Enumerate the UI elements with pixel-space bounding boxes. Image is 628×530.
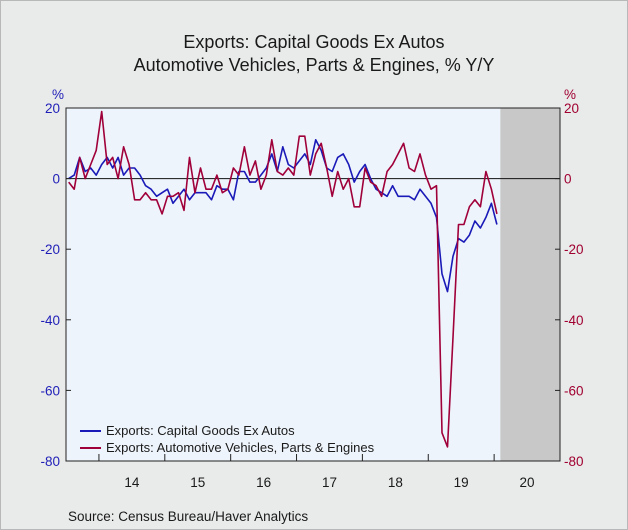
x-tick-label: 17	[322, 475, 337, 490]
right-tick-label: -80	[564, 454, 584, 469]
left-axis: 20 0 -20 -40 -60 -80	[40, 101, 71, 469]
x-tick-label: 15	[190, 475, 205, 490]
x-tick-label: 14	[124, 475, 140, 490]
left-tick-label: 0	[52, 172, 60, 187]
legend-label-automotive: Exports: Automotive Vehicles, Parts & En…	[106, 440, 375, 455]
x-tick-label: 16	[256, 475, 271, 490]
x-tick-label: 19	[454, 475, 469, 490]
chart-subtitle: Automotive Vehicles, Parts & Engines, % …	[134, 55, 495, 75]
shaded-region	[500, 108, 560, 461]
x-tick-label: 18	[388, 475, 403, 490]
x-tick-label: 20	[520, 475, 535, 490]
x-axis: 14 15 16 17 18 19 20	[98, 454, 535, 490]
left-axis-unit: %	[52, 87, 64, 102]
plot-border	[65, 107, 561, 462]
series-line-capital-goods	[68, 139, 498, 293]
left-tick-label: -20	[40, 242, 60, 257]
right-tick-label: -60	[564, 383, 584, 398]
right-tick-label: 0	[564, 172, 572, 187]
legend: Exports: Capital Goods Ex Autos Exports:…	[80, 423, 375, 455]
source-note: Source: Census Bureau/Haver Analytics	[68, 509, 308, 524]
series-line-automotive	[68, 110, 498, 448]
right-tick-label: -20	[564, 242, 584, 257]
left-tick-label: -60	[40, 383, 60, 398]
plot-area	[66, 108, 560, 461]
chart-title: Exports: Capital Goods Ex Autos	[183, 32, 444, 52]
right-tick-label: -40	[564, 313, 584, 328]
legend-label-capital-goods: Exports: Capital Goods Ex Autos	[106, 423, 295, 438]
right-tick-label: 20	[564, 101, 579, 116]
right-axis-unit: %	[564, 87, 576, 102]
left-tick-label: 20	[45, 101, 60, 116]
series-layer	[68, 110, 498, 448]
right-axis: 20 0 -20 -40 -60 -80	[555, 101, 584, 469]
left-tick-label: -80	[40, 454, 60, 469]
left-tick-label: -40	[40, 313, 60, 328]
